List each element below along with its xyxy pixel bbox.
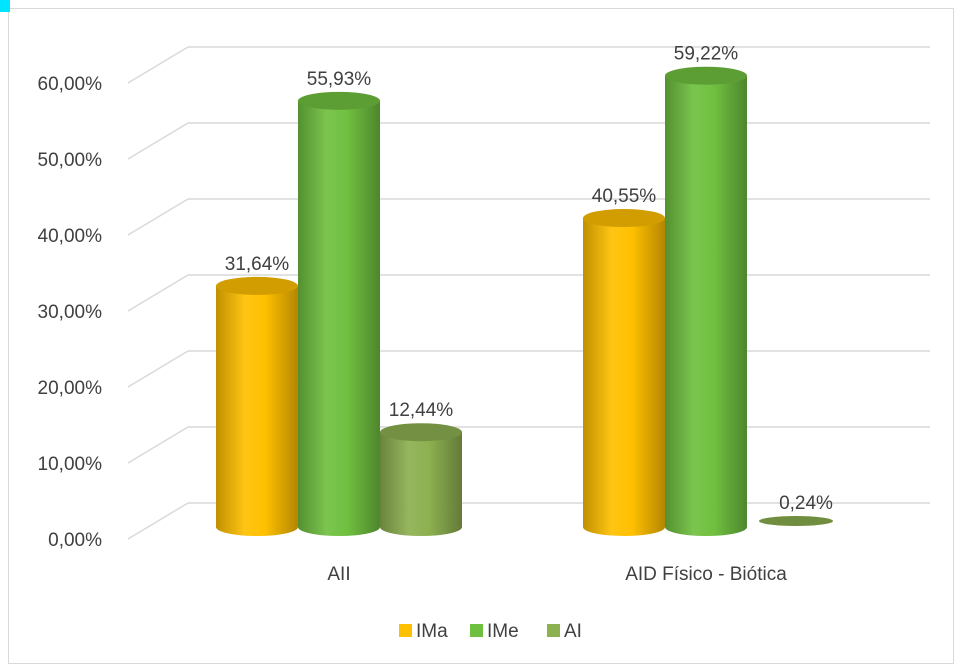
gridline: [127, 46, 930, 84]
bar-ai: [759, 516, 833, 526]
legend-item-ai: AI: [547, 621, 582, 642]
y-tick-label: 30,00%: [38, 302, 103, 323]
y-axis-ticks: 0,00% 10,00% 20,00% 30,00% 40,00% 50,00% 60,00…: [38, 74, 103, 551]
bar-ime: [298, 91, 380, 536]
data-label: 40,55%: [592, 186, 657, 207]
bar-ima: [216, 276, 298, 536]
legend-label: AI: [564, 621, 582, 642]
legend-item-ime: IMe: [470, 621, 519, 642]
data-label: 0,24%: [779, 493, 833, 514]
y-tick-label: 20,00%: [38, 378, 103, 399]
category-label: AID Físico - Biótica: [625, 564, 787, 585]
data-label: 31,64%: [225, 254, 290, 275]
data-label: 55,93%: [307, 69, 372, 90]
legend-swatch: [547, 624, 560, 637]
bar-ima: [583, 209, 665, 536]
gridline: [127, 198, 930, 236]
y-tick-label: 60,00%: [38, 74, 103, 95]
bar-ai: [380, 423, 462, 536]
data-labels: 31,64% 55,93% 12,44% 40,55% 59,22% 0,24%: [225, 44, 833, 514]
category-labels: AII AID Físico - Biótica: [327, 564, 787, 585]
y-tick-label: 50,00%: [38, 150, 103, 171]
legend-label: IMa: [416, 621, 448, 642]
legend: IMa IMe AI: [399, 621, 582, 642]
y-tick-label: 10,00%: [38, 454, 103, 475]
bars: [216, 66, 833, 537]
data-label: 12,44%: [389, 400, 454, 421]
legend-swatch: [470, 624, 483, 637]
bar-ime: [665, 66, 747, 537]
legend-swatch: [399, 624, 412, 637]
gridline: [127, 122, 930, 160]
y-tick-label: 40,00%: [38, 226, 103, 247]
chart-frame: [8, 8, 954, 664]
legend-item-ima: IMa: [399, 621, 448, 642]
corner-marker: [0, 0, 10, 12]
category-label: AII: [327, 564, 350, 585]
y-tick-label: 0,00%: [48, 530, 102, 551]
data-label: 59,22%: [674, 44, 739, 65]
legend-label: IMe: [487, 621, 519, 642]
